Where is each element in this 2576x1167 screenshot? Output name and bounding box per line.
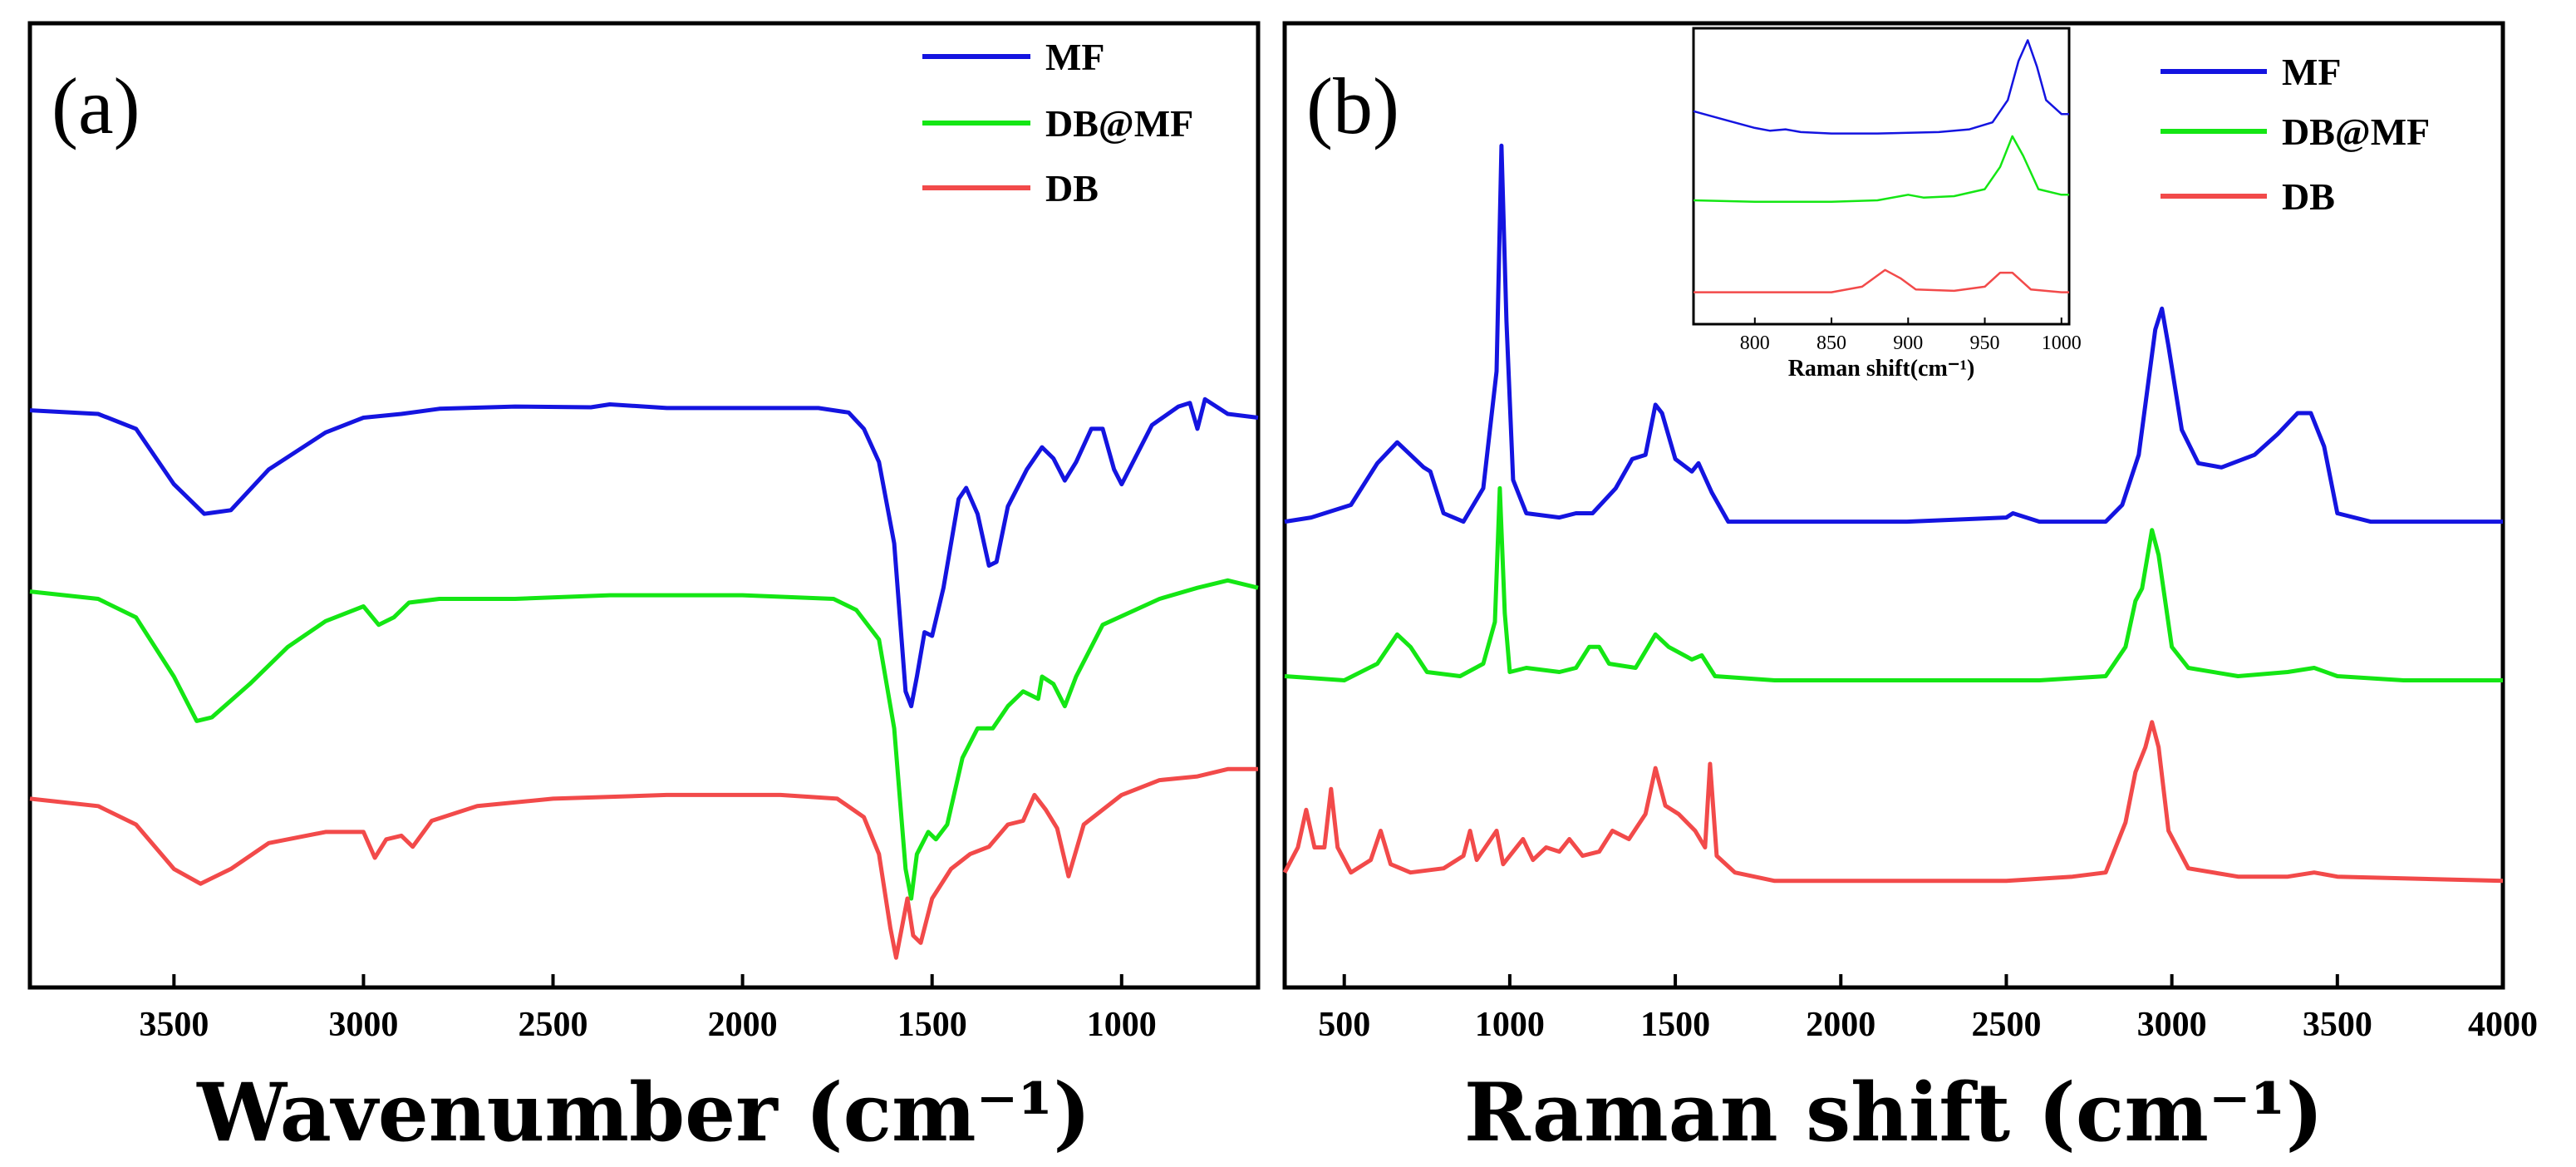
a-x-tick-label: 2000 — [708, 1006, 778, 1044]
panel-b-label: (b) — [1306, 62, 1399, 150]
panel-a-frame — [27, 21, 1261, 990]
panel-a-x-axis-label: Wavenumber (cm⁻¹) — [196, 1066, 1091, 1160]
legend-b-label-db: DB — [2282, 175, 2335, 218]
inset-x-tick-label: 800 — [1740, 332, 1770, 354]
b-x-tick-label: 4000 — [2468, 1006, 2538, 1044]
inset-x-ticks: 800 850 900 950 1000 — [1740, 318, 2082, 354]
a-series-dbmf — [29, 578, 1259, 901]
inset-x-tick-label: 1000 — [2042, 332, 2082, 354]
inset-x-tick-label: 950 — [1970, 332, 2000, 354]
b-x-tick-label: 3000 — [2137, 1006, 2207, 1044]
legend-b-label-mf: MF — [2282, 51, 2342, 93]
panel-b-series — [1282, 143, 2504, 884]
inset-series-mf — [1693, 39, 2069, 135]
inset-x-axis-label: Raman shift(cm⁻¹) — [1788, 356, 1975, 382]
b-series-mf — [1284, 143, 2503, 524]
panel-b-frame — [1282, 21, 2505, 990]
b-x-tick-label: 500 — [1318, 1006, 1370, 1044]
legend-a-label-db: DB — [1045, 167, 1099, 209]
panel-b: 500 1000 1500 2000 2500 3000 3500 4000 (b) MF D… — [1282, 21, 2538, 1160]
a-x-tick-label: 1500 — [897, 1006, 967, 1044]
inset-x-tick-label: 900 — [1893, 332, 1923, 354]
panel-b-x-ticks: 500 1000 1500 2000 2500 3000 3500 4000 — [1318, 974, 2538, 1044]
legend-a-label-mf: MF — [1045, 36, 1105, 78]
panel-a-label: (a) — [52, 62, 140, 150]
b-series-db — [1282, 720, 2504, 884]
inset-series-db — [1694, 268, 2069, 293]
a-x-tick-label: 3000 — [328, 1006, 398, 1044]
panel-a: 3500 3000 2500 2000 1500 1000 (a) MF DB@MF DB… — [27, 21, 1261, 1160]
panel-b-legend: MF DB@MF DB — [2161, 51, 2430, 218]
panel-b-inset: 800 850 900 950 1000 Raman shift(cm⁻¹) — [1692, 27, 2082, 382]
panel-a-series — [29, 396, 1259, 960]
legend-a-label-dbmf: DB@MF — [1045, 102, 1193, 145]
b-x-tick-label: 1000 — [1475, 1006, 1545, 1044]
panel-a-x-ticks: 3500 3000 2500 2000 1500 1000 — [139, 974, 1157, 1044]
a-x-tick-label: 1000 — [1087, 1006, 1157, 1044]
inset-x-tick-label: 850 — [1816, 332, 1846, 354]
legend-b-label-dbmf: DB@MF — [2282, 111, 2430, 153]
inset-series — [1693, 39, 2069, 293]
b-x-tick-label: 2000 — [1806, 1006, 1875, 1044]
b-x-tick-label: 3500 — [2303, 1006, 2372, 1044]
a-series-mf — [29, 396, 1259, 709]
a-x-tick-label: 3500 — [139, 1006, 209, 1044]
b-x-tick-label: 1500 — [1640, 1006, 1710, 1044]
inset-series-dbmf — [1693, 135, 2069, 203]
a-series-db — [29, 766, 1258, 960]
b-x-tick-label: 2500 — [1971, 1006, 2041, 1044]
panel-a-legend: MF DB@MF DB — [922, 36, 1193, 209]
a-x-tick-label: 2500 — [519, 1006, 588, 1044]
panel-b-x-axis-label: Raman shift (cm⁻¹) — [1464, 1066, 2323, 1160]
inset-frame — [1692, 27, 2071, 326]
b-series-dbmf — [1284, 485, 2503, 682]
